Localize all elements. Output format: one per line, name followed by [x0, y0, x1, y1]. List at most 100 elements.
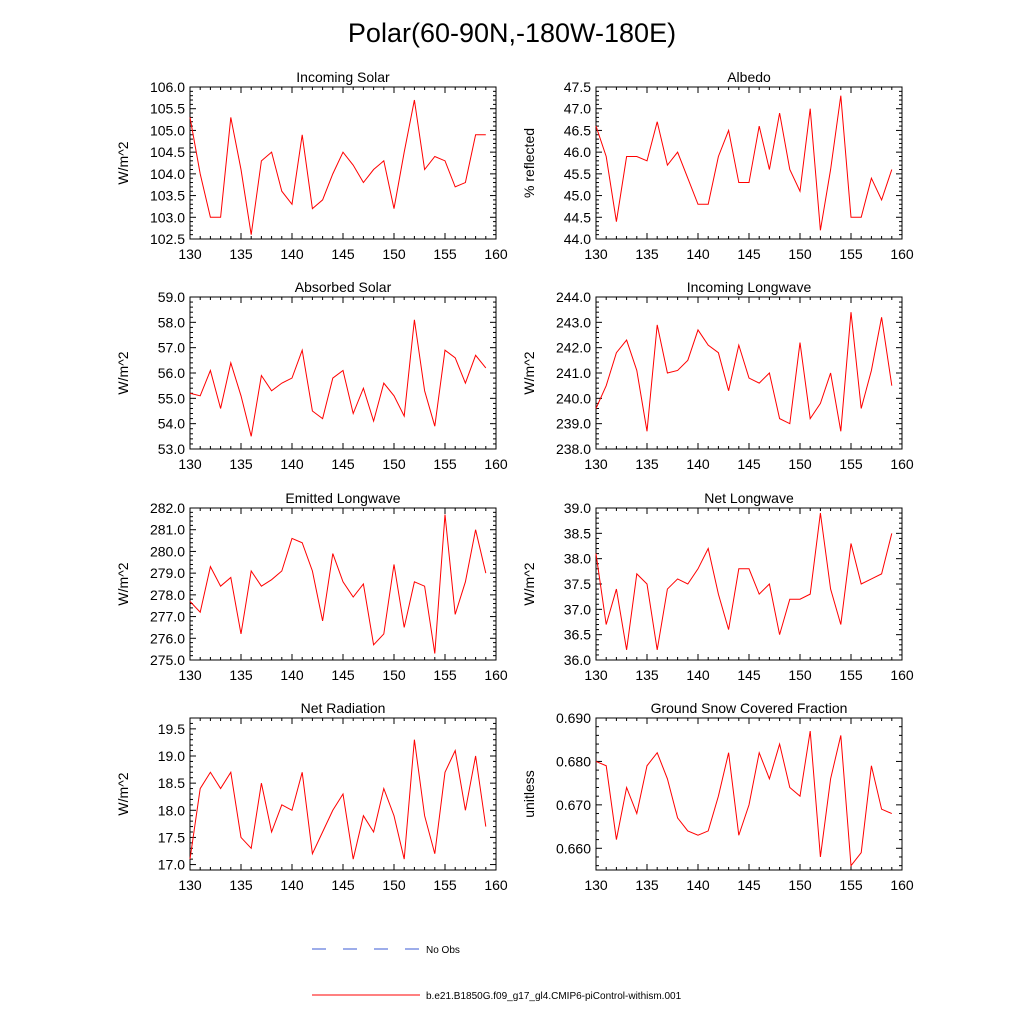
legend: No Obs b.e21.B1850G.f09_g17_gl4.CMIP6-pi… [312, 945, 682, 1002]
chart-albedo-ytick-label: 46.0 [564, 144, 591, 160]
chart-albedo-ytick-label: 45.0 [564, 188, 591, 204]
chart-emitted-longwave-xtick-label: 160 [484, 667, 508, 683]
chart-incoming-solar-xtick-label: 150 [382, 246, 406, 262]
chart-albedo-xtick-label: 140 [686, 246, 710, 262]
chart-ground-snow-covered-fraction-series-line [595, 730, 892, 867]
chart-net-longwave-ytick-label: 38.0 [564, 551, 591, 567]
chart-incoming-longwave-series-line [595, 312, 893, 432]
chart-net-longwave-xtick-label: 160 [890, 667, 914, 683]
chart-ground-snow-covered-fraction-xtick-label: 160 [890, 877, 914, 893]
chart-emitted-longwave-xtick-label: 145 [331, 667, 355, 683]
chart-incoming-longwave-ytick-label: 241.0 [556, 365, 591, 381]
chart-net-radiation-xtick-label: 150 [382, 877, 406, 893]
chart-emitted-longwave-ytick-label: 282.0 [150, 500, 185, 516]
chart-albedo-series-line [595, 95, 893, 231]
chart-ground-snow-covered-fraction-ytick-label: 0.690 [556, 710, 591, 726]
chart-albedo: Albedo % reflected 130 135 140 145 150 155 160 44… [521, 69, 914, 262]
chart-incoming-longwave-ylabel: W/m^2 [521, 351, 537, 394]
chart-incoming-solar-xtick-label: 130 [178, 246, 202, 262]
chart-net-radiation-series-line [189, 739, 487, 860]
chart-incoming-solar-ytick-label: 104.0 [150, 166, 185, 182]
chart-albedo-xtick-label: 130 [584, 246, 608, 262]
chart-net-longwave-ytick-label: 38.5 [564, 525, 591, 541]
chart-incoming-longwave-xtick-label: 140 [686, 456, 710, 472]
chart-incoming-longwave-xtick-label: 155 [839, 456, 863, 472]
chart-albedo-ytick-label: 44.5 [564, 209, 591, 225]
chart-absorbed-solar-xtick-label: 145 [331, 456, 355, 472]
chart-net-radiation-xtick-label: 140 [280, 877, 304, 893]
chart-incoming-longwave-xtick-label: 145 [737, 456, 761, 472]
chart-absorbed-solar-xtick-label: 150 [382, 456, 406, 472]
chart-emitted-longwave-ylabel: W/m^2 [115, 562, 131, 605]
chart-absorbed-solar-ytick-label: 59.0 [158, 289, 185, 305]
chart-emitted-longwave-ytick-label: 281.0 [150, 522, 185, 538]
chart-absorbed-solar-ylabel: W/m^2 [115, 351, 131, 394]
chart-incoming-longwave-title: Incoming Longwave [687, 279, 812, 295]
chart-net-radiation-ytick-label: 17.0 [158, 857, 185, 873]
chart-ground-snow-covered-fraction-xtick-label: 140 [686, 877, 710, 893]
chart-incoming-solar-xtick-label: 160 [484, 246, 508, 262]
chart-absorbed-solar-xtick-label: 135 [229, 456, 253, 472]
chart-absorbed-solar-title: Absorbed Solar [295, 279, 392, 295]
chart-net-radiation-title: Net Radiation [301, 700, 386, 716]
legend-obs-label: No Obs [426, 945, 460, 956]
chart-incoming-longwave-xtick-label: 160 [890, 456, 914, 472]
chart-ground-snow-covered-fraction-xtick-label: 155 [839, 877, 863, 893]
chart-net-longwave-ytick-label: 37.5 [564, 576, 591, 592]
chart-absorbed-solar-ytick-label: 53.0 [158, 441, 185, 457]
chart-net-radiation-ytick-label: 17.5 [158, 829, 185, 845]
chart-ground-snow-covered-fraction-xtick-label: 150 [788, 877, 812, 893]
chart-emitted-longwave-ytick-label: 280.0 [150, 543, 185, 559]
chart-incoming-solar-xtick-label: 140 [280, 246, 304, 262]
chart-incoming-solar-frame [189, 86, 497, 240]
chart-incoming-longwave-ytick-label: 240.0 [556, 390, 591, 406]
chart-emitted-longwave-ytick-label: 276.0 [150, 630, 185, 646]
chart-net-radiation-ytick-label: 19.5 [158, 721, 185, 737]
chart-albedo-xtick-label: 160 [890, 246, 914, 262]
chart-net-longwave-ylabel: W/m^2 [521, 562, 537, 605]
chart-incoming-longwave: Incoming Longwave W/m^2 130 135 140 145 150 155… [521, 279, 914, 472]
chart-incoming-solar-ytick-label: 105.5 [150, 101, 185, 117]
chart-emitted-longwave-xtick-label: 130 [178, 667, 202, 683]
chart-albedo-xtick-label: 135 [635, 246, 659, 262]
chart-albedo-xtick-label: 150 [788, 246, 812, 262]
chart-net-longwave-title: Net Longwave [704, 490, 794, 506]
chart-net-longwave-xtick-label: 150 [788, 667, 812, 683]
chart-net-radiation-ytick-label: 18.0 [158, 802, 185, 818]
chart-net-longwave-ytick-label: 37.0 [564, 601, 591, 617]
chart-net-longwave-xtick-label: 140 [686, 667, 710, 683]
chart-emitted-longwave-xtick-label: 140 [280, 667, 304, 683]
chart-albedo-title: Albedo [727, 69, 771, 85]
chart-incoming-longwave-ytick-label: 242.0 [556, 340, 591, 356]
chart-albedo-ytick-label: 44.0 [564, 231, 591, 247]
chart-incoming-solar-series-line [189, 99, 486, 235]
chart-net-longwave: Net Longwave W/m^2 130 135 140 145 150 155 160 36… [521, 490, 914, 683]
chart-absorbed-solar-xtick-label: 155 [433, 456, 457, 472]
chart-net-radiation-xtick-label: 145 [331, 877, 355, 893]
chart-net-longwave-xtick-label: 145 [737, 667, 761, 683]
chart-incoming-solar-ylabel: W/m^2 [115, 141, 131, 184]
chart-absorbed-solar-xtick-label: 130 [178, 456, 202, 472]
chart-absorbed-solar-xtick-label: 160 [484, 456, 508, 472]
chart-net-radiation-xtick-label: 135 [229, 877, 253, 893]
chart-incoming-longwave-ytick-label: 239.0 [556, 416, 591, 432]
chart-net-radiation-xtick-label: 155 [433, 877, 457, 893]
chart-ground-snow-covered-fraction-ytick-label: 0.680 [556, 753, 591, 769]
chart-ground-snow-covered-fraction-ytick-label: 0.660 [556, 840, 591, 856]
chart-ground-snow-covered-fraction-ylabel: unitless [521, 770, 537, 817]
chart-emitted-longwave-ytick-label: 277.0 [150, 609, 185, 625]
chart-net-longwave-frame [595, 507, 903, 661]
chart-ground-snow-covered-fraction-xtick-label: 135 [635, 877, 659, 893]
chart-emitted-longwave-xtick-label: 135 [229, 667, 253, 683]
chart-absorbed-solar-xtick-label: 140 [280, 456, 304, 472]
chart-albedo-xtick-label: 155 [839, 246, 863, 262]
chart-albedo-ytick-label: 46.5 [564, 122, 591, 138]
chart-incoming-longwave-xtick-label: 130 [584, 456, 608, 472]
chart-absorbed-solar-ytick-label: 55.0 [158, 390, 185, 406]
chart-incoming-solar-ytick-label: 102.5 [150, 231, 185, 247]
chart-incoming-solar-ytick-label: 105.0 [150, 122, 185, 138]
chart-albedo-ylabel: % reflected [521, 128, 537, 198]
chart-ground-snow-covered-fraction-xtick-label: 130 [584, 877, 608, 893]
chart-incoming-longwave-xtick-label: 135 [635, 456, 659, 472]
chart-incoming-solar-ytick-label: 103.0 [150, 209, 185, 225]
